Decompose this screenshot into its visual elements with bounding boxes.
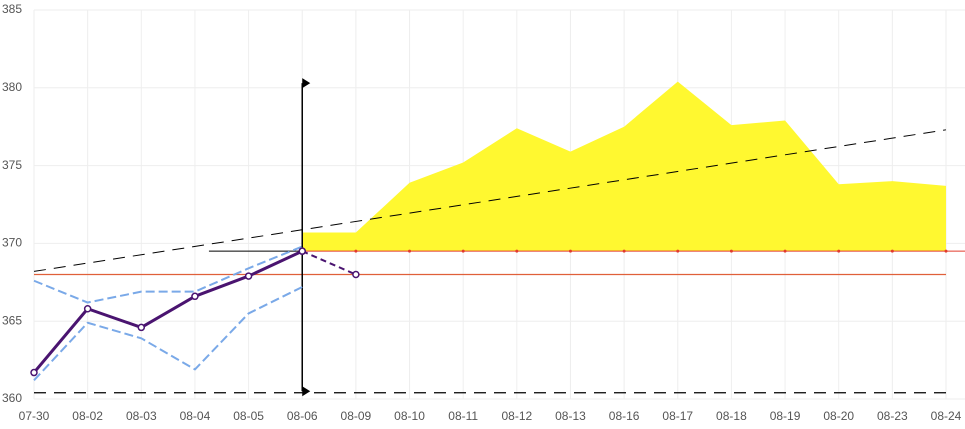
base-dot: [944, 249, 948, 253]
x-tick-label: 08-03: [126, 409, 157, 423]
y-tick-label: 365: [2, 313, 22, 327]
area: [302, 81, 946, 252]
base-dot: [354, 249, 358, 253]
base-dot: [676, 249, 680, 253]
x-tick-label: 08-23: [877, 409, 908, 423]
y-tick-label: 370: [2, 236, 22, 250]
base-dot: [783, 249, 787, 253]
x-tick-label: 08-24: [931, 409, 962, 423]
x-tick-label: 08-10: [394, 409, 425, 423]
x-tick-label: 08-09: [341, 409, 372, 423]
point: [83, 305, 92, 313]
x-tick-label: 08-11: [448, 409, 478, 423]
point: [137, 323, 146, 332]
point: [30, 368, 38, 377]
base-dot: [837, 249, 841, 253]
series-line: [301, 250, 357, 276]
series-line: [33, 245, 303, 304]
point: [352, 270, 360, 279]
y-tick-label: 380: [2, 80, 22, 94]
base-dot: [461, 249, 465, 253]
point: [244, 272, 253, 280]
x-tick-label: 07-30: [19, 409, 50, 423]
x-tick-label: 08-17: [662, 409, 693, 423]
x-tick-label: 08-04: [180, 409, 211, 423]
arrow: [302, 386, 311, 397]
point: [191, 292, 199, 301]
y-tick-label: 360: [2, 391, 22, 405]
x-tick-label: 08-20: [823, 409, 854, 423]
series-line: [33, 286, 303, 382]
series-line: [32, 249, 303, 374]
base-dot: [515, 249, 519, 253]
y-tick-label: 385: [2, 2, 22, 16]
arrow: [302, 78, 311, 89]
x-tick-label: 08-13: [555, 409, 586, 423]
point: [298, 247, 306, 255]
x-tick-label: 08-16: [609, 409, 640, 423]
base-dot: [890, 249, 894, 253]
x-tick-label: 08-06: [287, 409, 318, 423]
base-dot: [622, 249, 626, 253]
x-tick-label: 08-02: [72, 409, 103, 423]
x-tick-label: 08-18: [716, 409, 747, 423]
x-tick-label: 08-05: [233, 409, 264, 423]
base-dot: [729, 249, 733, 253]
trend-line: [33, 129, 947, 272]
x-tick-label: 08-12: [501, 409, 532, 423]
y-tick-label: 375: [2, 158, 22, 172]
base-dot: [568, 249, 572, 253]
base-dot: [408, 249, 412, 253]
x-tick-label: 08-19: [770, 409, 801, 423]
